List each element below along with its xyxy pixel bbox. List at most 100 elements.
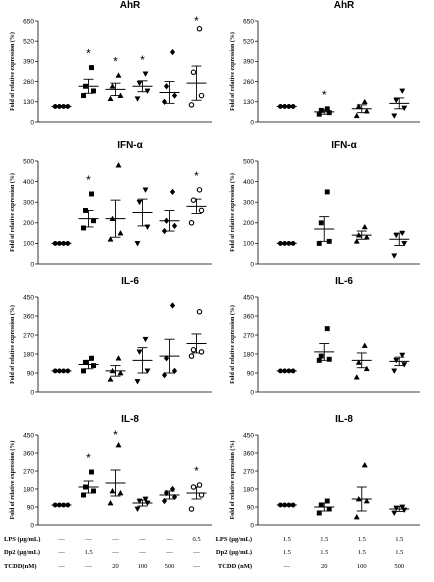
data-point bbox=[188, 102, 195, 108]
y-tick-label: 90 bbox=[247, 370, 255, 377]
data-point bbox=[56, 104, 62, 109]
right-table-cell: 1.5 bbox=[283, 536, 291, 543]
chart-title: IFN-α bbox=[117, 140, 143, 151]
data-point bbox=[318, 107, 324, 113]
data-point bbox=[353, 374, 360, 380]
data-point bbox=[401, 362, 408, 368]
left-table-cell: — bbox=[192, 563, 200, 570]
data-point bbox=[171, 367, 178, 375]
y-tick-label: 520 bbox=[243, 39, 254, 46]
data-point bbox=[107, 95, 114, 102]
data-point bbox=[363, 108, 370, 114]
data-point bbox=[355, 495, 362, 502]
y-tick-label: 450 bbox=[243, 432, 254, 439]
data-point bbox=[52, 104, 58, 109]
left-table-cell: — bbox=[111, 549, 119, 556]
data-point bbox=[56, 368, 62, 374]
y-tick-label: 390 bbox=[243, 59, 254, 66]
left-table-cell: 500 bbox=[165, 563, 175, 570]
data-point bbox=[109, 367, 116, 374]
left-table-cell: — bbox=[57, 549, 65, 556]
data-point bbox=[161, 98, 168, 106]
data-point bbox=[196, 309, 203, 315]
data-point bbox=[391, 510, 398, 517]
data-point bbox=[316, 240, 322, 246]
significance-star: * bbox=[86, 173, 91, 187]
data-point bbox=[117, 489, 124, 496]
right-table-row-label: TCDD (nM) bbox=[218, 563, 252, 570]
data-point bbox=[61, 240, 67, 246]
right-table-row-label: LPS (µg/mL) bbox=[216, 536, 252, 543]
data-point bbox=[115, 162, 122, 168]
y-tick-label: 360 bbox=[23, 450, 34, 457]
significance-star: * bbox=[194, 464, 199, 478]
data-point bbox=[169, 188, 176, 196]
y-tick-label: 0 bbox=[30, 261, 34, 268]
significance-star: * bbox=[86, 47, 91, 61]
data-point bbox=[107, 376, 114, 382]
data-point bbox=[136, 349, 143, 356]
left-table-cell: — bbox=[165, 536, 173, 543]
data-point bbox=[316, 510, 322, 516]
data-point bbox=[290, 368, 296, 374]
right-table-cell: 1.5 bbox=[358, 536, 366, 543]
data-point bbox=[324, 326, 330, 332]
data-point bbox=[286, 368, 292, 374]
y-tick-label: 100 bbox=[243, 241, 254, 248]
data-point bbox=[399, 88, 406, 95]
y-tick-label: 300 bbox=[23, 200, 34, 207]
data-point bbox=[401, 105, 408, 112]
right-table-cell: 1.5 bbox=[395, 536, 403, 543]
data-point bbox=[277, 240, 283, 246]
y-tick-label: 270 bbox=[243, 332, 254, 339]
y-tick-label: 650 bbox=[243, 18, 254, 25]
data-point bbox=[134, 379, 141, 385]
data-point bbox=[318, 220, 324, 226]
left-table-cell: — bbox=[84, 536, 92, 543]
y-tick-label: 360 bbox=[243, 450, 254, 457]
right-table-cell: — bbox=[283, 563, 291, 570]
data-point bbox=[198, 207, 205, 214]
data-point bbox=[83, 359, 88, 365]
y-tick-label: 0 bbox=[250, 119, 254, 126]
data-point bbox=[326, 506, 332, 512]
data-point bbox=[89, 191, 94, 197]
significance-star: * bbox=[194, 169, 199, 183]
data-point bbox=[190, 69, 197, 76]
data-point bbox=[83, 484, 88, 490]
data-point bbox=[136, 80, 143, 87]
data-point bbox=[81, 368, 86, 374]
data-point bbox=[277, 368, 283, 374]
data-point bbox=[136, 199, 143, 206]
data-point bbox=[83, 83, 88, 89]
left-table-cell: — bbox=[57, 536, 65, 543]
data-point bbox=[169, 302, 176, 309]
data-point bbox=[326, 356, 332, 362]
data-point bbox=[142, 187, 149, 193]
left-table-cell: 100 bbox=[138, 563, 148, 570]
right-table-row-label: Dp2 (µg/mL) bbox=[216, 549, 252, 556]
data-point bbox=[282, 502, 288, 508]
data-point bbox=[89, 355, 94, 361]
y-axis-label: Fold of relative expression (%) bbox=[229, 305, 236, 384]
left-table-cell: 0.5 bbox=[192, 536, 200, 543]
data-point bbox=[324, 498, 330, 504]
y-axis-label: Fold of relative expression (%) bbox=[9, 441, 16, 520]
data-point bbox=[171, 222, 178, 230]
data-point bbox=[117, 92, 124, 98]
data-point bbox=[134, 96, 141, 102]
data-point bbox=[109, 215, 116, 222]
data-point bbox=[282, 368, 288, 374]
data-point bbox=[52, 240, 58, 246]
data-point bbox=[89, 469, 94, 475]
data-point bbox=[91, 363, 96, 369]
data-point bbox=[188, 220, 195, 226]
y-tick-label: 360 bbox=[243, 313, 254, 320]
data-point bbox=[161, 497, 168, 505]
data-point bbox=[190, 484, 197, 490]
data-point bbox=[355, 232, 362, 238]
y-tick-label: 390 bbox=[23, 59, 34, 66]
data-point bbox=[393, 505, 400, 512]
data-point bbox=[161, 371, 168, 379]
data-point bbox=[89, 65, 94, 71]
